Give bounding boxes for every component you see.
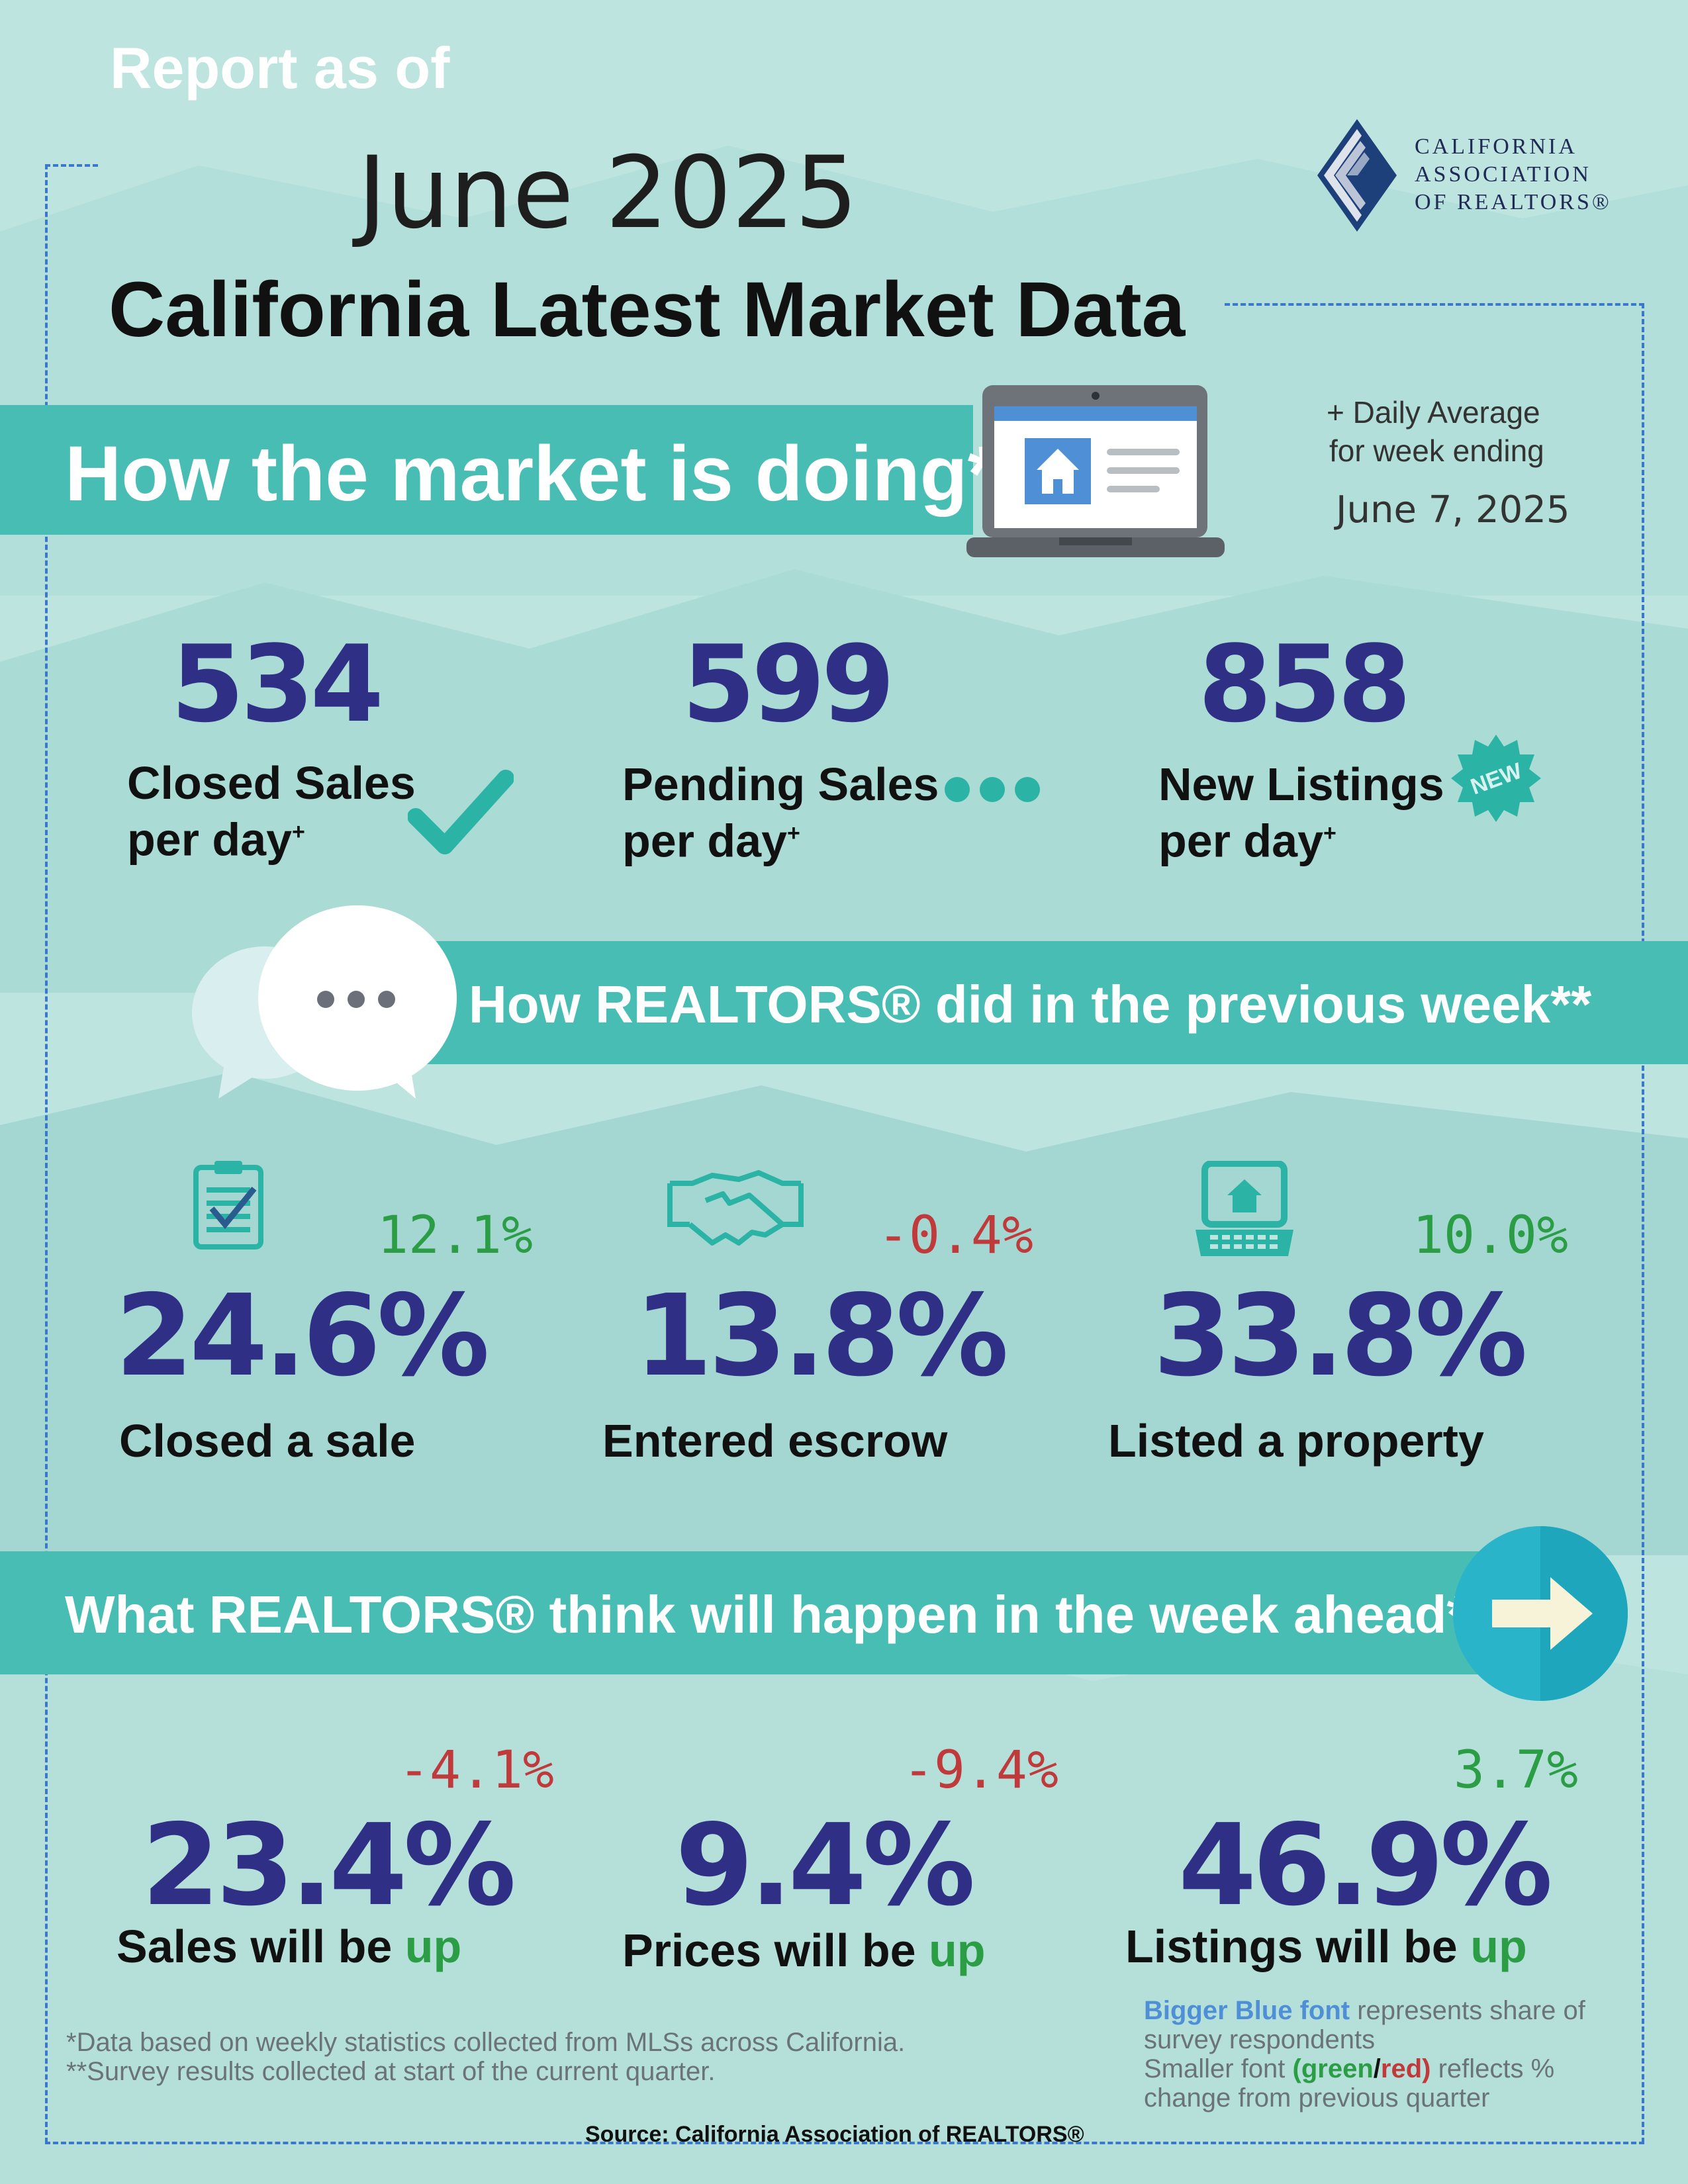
report-month: June 2025 [357,136,859,251]
previous-week-heading: How REALTORS® did in the previous week** [469,975,1592,1034]
listings-up-label: Listings will be up [1125,1921,1527,1972]
closed-sale-change: 12.1% [377,1206,533,1265]
listed-property-change: 10.0% [1413,1206,1568,1265]
pending-sales-value: 599 [682,622,895,746]
week-ending-date: June 7, 2025 [1336,488,1570,531]
clipboard-check-icon [193,1161,263,1250]
car-diamond-logo-icon [1317,119,1397,232]
footnote-data: *Data based on weekly statistics collect… [66,2028,906,2057]
prices-up-change: -9.4% [903,1741,1058,1800]
entered-escrow-change: -0.4% [878,1206,1033,1265]
market-banner [0,405,973,535]
handshake-icon [667,1169,804,1246]
new-listings-value: 858 [1198,622,1411,746]
week-ending-label: for week ending [1329,433,1544,468]
sales-up-label: Sales will be up [117,1921,462,1972]
previous-week-banner [410,941,1688,1064]
legend-note: Bigger Blue font represents share of sur… [1144,1996,1585,2113]
pending-sales-label: Pending Sales per day+ [622,758,939,867]
frame-top-left [45,164,98,167]
listings-up-value: 46.9% [1178,1800,1553,1931]
listed-property-value: 33.8% [1153,1271,1528,1402]
closed-sale-value: 24.6% [115,1271,490,1402]
laptop-house-icon [966,385,1225,557]
frame-bottom [45,2142,1644,2144]
new-badge-icon: NEW [1451,735,1541,822]
daily-average-label: + Daily Average [1327,395,1540,430]
listed-property-label: Listed a property [1108,1415,1484,1467]
prices-up-value: 9.4% [675,1800,975,1931]
report-as-of: Report as of [110,35,450,101]
checkmark-icon [408,770,514,854]
sales-up-value: 23.4% [142,1800,516,1931]
closed-sales-value: 534 [171,622,384,746]
logo-line-3: OF REALTORS® [1415,190,1612,214]
entered-escrow-value: 13.8% [634,1271,1009,1402]
chat-bubbles-icon [192,905,457,1099]
closed-sale-label: Closed a sale [119,1415,416,1467]
laptop-house-small-icon [1196,1161,1293,1256]
arrow-right-icon [1453,1526,1628,1701]
closed-sales-label: Closed Sales per day+ [127,757,416,866]
logo-line-1: CALIFORNIA [1415,134,1577,159]
listings-up-change: 3.7% [1454,1741,1578,1800]
page-title: California Latest Market Data [109,266,1186,353]
sales-up-change: -4.1% [399,1741,554,1800]
prices-up-label: Prices will be up [622,1925,986,1976]
frame-top-right [1225,303,1644,306]
source-line: Source: California Association of REALTO… [585,2122,1084,2147]
entered-escrow-label: Entered escrow [602,1415,948,1467]
frame-right [1642,303,1644,2143]
footnote-survey: **Survey results collected at start of t… [66,2057,716,2086]
frame-left [45,164,48,2143]
week-ahead-banner [0,1551,1489,1674]
logo-line-2: ASSOCIATION [1415,162,1591,187]
three-dots-icon [945,777,1040,802]
market-heading: How the market is doing* [65,430,998,518]
week-ahead-heading: What REALTORS® think will happen in the … [65,1585,1488,1644]
new-listings-label: New Listings per day+ [1158,758,1444,867]
car-logo: CALIFORNIA ASSOCIATION OF REALTORS® [1314,116,1618,235]
